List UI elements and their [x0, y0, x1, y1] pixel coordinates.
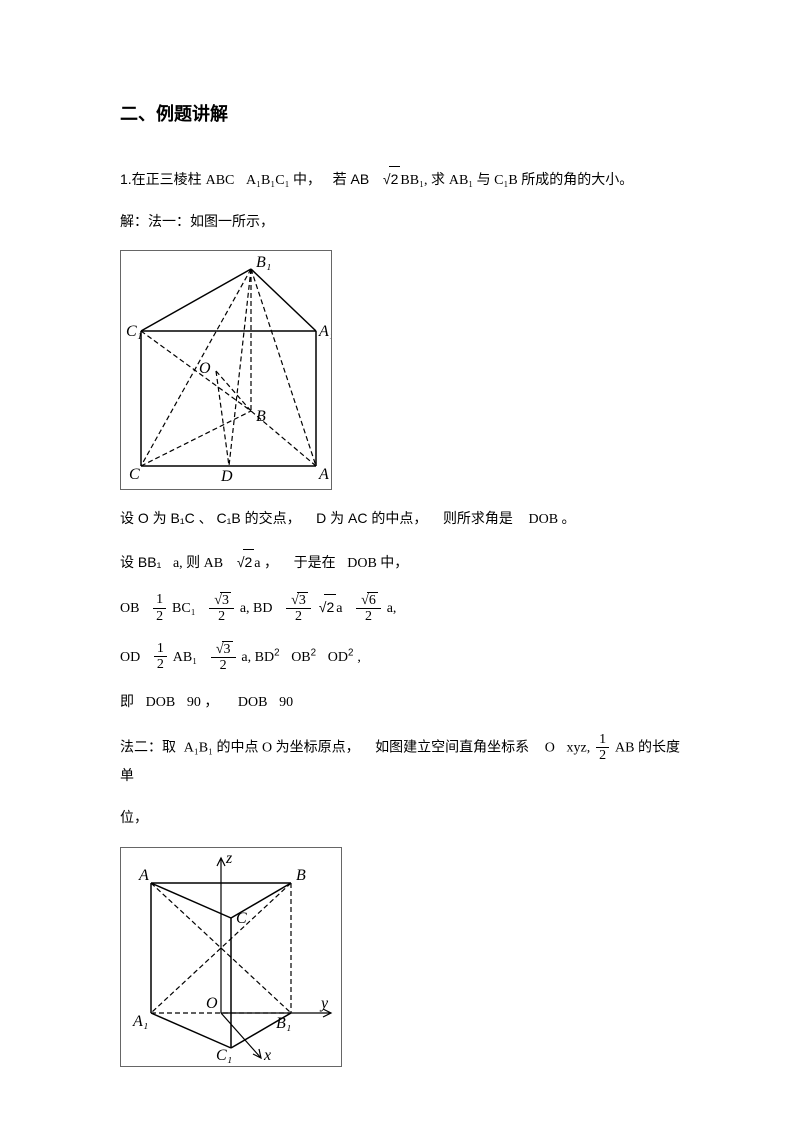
label-C: C: [236, 910, 247, 927]
math: DOB: [238, 695, 268, 710]
math: BB₁, 求: [400, 173, 445, 188]
text: 若 AB: [333, 171, 370, 187]
math: BC₁: [172, 601, 196, 616]
sqrt-icon: 2: [317, 594, 336, 620]
prism-diagram-1: B₁ C₁ A₁ O B C D A: [121, 251, 331, 486]
figure-2: A B C A₁ B₁ C₁ O z y x: [120, 847, 342, 1067]
fraction: 32: [286, 592, 311, 625]
label-A1: A₁: [132, 1013, 148, 1030]
label-A: A: [318, 466, 329, 483]
step-line: 设 BB₁ a, 则 AB 2a ， 于是在 DOB 中，: [120, 549, 680, 576]
fraction: 32: [209, 592, 234, 625]
label-D: D: [220, 468, 233, 485]
label-y: y: [319, 995, 329, 1012]
text: 则所求角是: [443, 510, 513, 526]
text: 设 BB₁: [120, 554, 161, 570]
math: OD: [328, 650, 348, 665]
step-line: OB 12 BC₁ 32 a, BD 32 2a 62 a,: [120, 592, 680, 625]
math: ABC: [206, 173, 235, 188]
math: a ，: [254, 556, 278, 571]
fraction: 12: [596, 732, 609, 764]
step-line: 设 O 为 B₁C 、 C₁B 的交点， D 为 AC 的中点， 则所求角是 D…: [120, 506, 680, 532]
label-A: A: [138, 867, 149, 884]
text: D 为 AC 的中点，: [316, 510, 427, 526]
math: AB₁ 与 C₁B 所成的角的大小。: [449, 173, 633, 188]
label-x: x: [263, 1047, 271, 1063]
math: a, BD: [240, 601, 273, 616]
fraction: 32: [211, 641, 236, 674]
fraction: 12: [153, 592, 166, 624]
math: a, 则 AB: [173, 556, 223, 571]
label-B1: B₁: [276, 1015, 291, 1032]
sqrt-icon: 2: [235, 549, 254, 575]
math: DOB 中，: [347, 556, 408, 571]
sqrt-icon: 2: [381, 166, 400, 192]
math: A₁B₁C₁ 中，: [246, 173, 321, 188]
math: 90 ，: [187, 695, 219, 710]
step-line: OD 12 AB₁ 32 a, BD2 OB2 OD2 ,: [120, 641, 680, 674]
math: OD: [120, 650, 140, 665]
label-z: z: [225, 850, 233, 867]
math: a, BD: [241, 650, 274, 665]
label-B1: B₁: [256, 254, 271, 271]
math: a: [336, 601, 342, 616]
sup: 2: [348, 647, 353, 658]
section-title: 二、例题讲解: [120, 100, 680, 126]
label-A1: A₁: [318, 323, 331, 340]
sup: 2: [311, 647, 316, 658]
step-line: 即 DOB 90 ， DOB 90: [120, 689, 680, 715]
text: 1.在正三棱柱: [120, 171, 202, 187]
math: ,: [357, 650, 361, 665]
label-C: C: [129, 466, 140, 483]
math: 90: [279, 695, 293, 710]
label-B: B: [296, 867, 306, 884]
math: O: [545, 740, 555, 755]
label-C1: C₁: [126, 323, 142, 340]
fraction: 12: [154, 641, 167, 673]
text: 于是在: [294, 554, 336, 570]
text: 如图建立空间直角坐标系: [375, 738, 529, 754]
method-2-line: 法二：取 A₁B₁ 的中点 O 为坐标原点， 如图建立空间直角坐标系 O xyz…: [120, 732, 680, 790]
label-C1: C₁: [216, 1047, 232, 1063]
method-2-line-2: 位，: [120, 805, 680, 830]
document-page: 二、例题讲解 1.在正三棱柱 ABC A₁B₁C₁ 中， 若 AB 2BB₁, …: [0, 0, 800, 1107]
figure-1: B₁ C₁ A₁ O B C D A: [120, 250, 332, 490]
solution-intro: 解：法一：如图一所示，: [120, 209, 680, 234]
math: xyz,: [567, 740, 591, 755]
math: OB: [291, 650, 310, 665]
math: AB₁: [173, 650, 197, 665]
math: A₁B₁ 的中点 O 为坐标原点，: [184, 740, 360, 755]
text: 法二：取: [120, 738, 176, 754]
problem-line-1: 1.在正三棱柱 ABC A₁B₁C₁ 中， 若 AB 2BB₁, 求 AB₁ 与…: [120, 166, 680, 193]
text: 设 O 为 B₁C 、 C₁B 的交点，: [120, 510, 301, 526]
fraction: 62: [356, 592, 381, 625]
prism-diagram-2: A B C A₁ B₁ C₁ O z y x: [121, 848, 341, 1063]
label-O: O: [199, 360, 211, 377]
math: DOB: [146, 695, 176, 710]
label-B: B: [256, 408, 266, 425]
sup: 2: [274, 647, 279, 658]
label-O: O: [206, 995, 218, 1012]
math: OB: [120, 601, 139, 616]
text: 即: [120, 693, 134, 709]
math: a,: [387, 601, 397, 616]
math: DOB 。: [529, 512, 576, 527]
